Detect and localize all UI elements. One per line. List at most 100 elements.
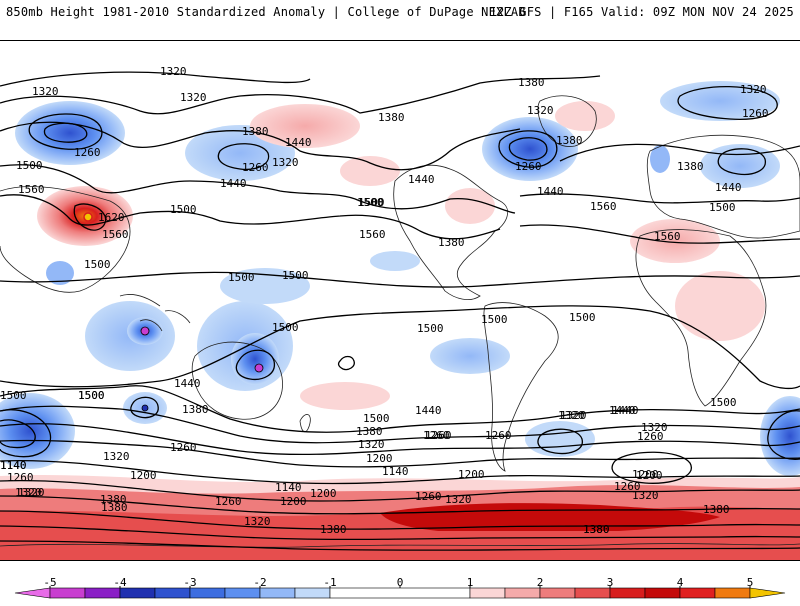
- contour-low-siberia: [717, 148, 766, 176]
- contour-label: 1260: [215, 495, 242, 508]
- contour-label: 1260: [170, 441, 197, 454]
- contour-label: 1380: [356, 425, 383, 438]
- colorbar-tick-label: -2: [253, 576, 267, 589]
- high-center-marker: [83, 212, 93, 222]
- contour-label: 1380: [182, 403, 209, 416]
- contour-label: 1260: [242, 161, 269, 174]
- map-panel: 1320 1320 1320 1380 1260 1500 1560 1500 …: [0, 40, 800, 561]
- colorbar-tick-label: 2: [536, 576, 544, 589]
- contour-label: 1320: [160, 65, 187, 78]
- low-center-markers: [83, 212, 264, 412]
- contour-1440-south: [0, 385, 800, 433]
- contour-label: 1500: [0, 389, 27, 402]
- colorbar-segment: [714, 587, 751, 599]
- colorbar-segment: [84, 587, 121, 599]
- africa-coast: [635, 229, 767, 407]
- contour-label: 1440: [537, 185, 564, 198]
- contour-label: 1320: [272, 156, 299, 169]
- colorbar-ticks: [49, 586, 751, 588]
- contour-1260-circumpolar: [0, 510, 800, 530]
- contour-1500-tropical-north: [0, 271, 800, 288]
- contour-label: 1320: [358, 438, 385, 451]
- contour-label: 1320: [15, 486, 42, 499]
- contour-1260-south: [0, 439, 800, 468]
- contour-label: 1440: [285, 136, 312, 149]
- contour-label: 1320: [445, 493, 472, 506]
- contour-label: 1440: [408, 173, 435, 186]
- negative-anomaly-nw-pacific: [15, 101, 125, 165]
- colorbar-tick-label: 0: [396, 576, 404, 589]
- colorbar-tick-label: 5: [746, 576, 754, 589]
- contour-1200-circumpolar: [0, 495, 800, 515]
- contour-1380-north: [0, 75, 601, 115]
- contour-label: 1380: [677, 160, 704, 173]
- contour-label: 1260: [637, 430, 664, 443]
- colorbar-segment: [49, 587, 86, 599]
- contour-label: 1440: [174, 377, 201, 390]
- low-center-marker: [141, 404, 149, 412]
- contour-label: 1380: [320, 523, 347, 536]
- contour-1440-east: [559, 143, 800, 162]
- contour-label: 1200: [632, 468, 659, 481]
- colorbar-segments: [14, 587, 786, 599]
- contour-low-nw-2: [43, 122, 88, 143]
- colorbar-segment: [609, 587, 646, 599]
- contour-1440-north: [0, 121, 521, 171]
- contour-low-arctic: [677, 85, 778, 120]
- low-center-marker: [254, 363, 264, 373]
- contour-label: 1500: [282, 269, 309, 282]
- contour-low-south-indian-west: [0, 409, 52, 458]
- contour-label: 1560: [590, 200, 617, 213]
- colorbar-segment: [14, 587, 51, 599]
- contour-label: 1500: [84, 258, 111, 271]
- contour-label: 1500: [228, 271, 255, 284]
- negative-anomaly-south-atlantic: [525, 421, 595, 457]
- contour-label: 1320: [641, 421, 668, 434]
- colorbar-segment: [259, 587, 296, 599]
- contour-label: 1260: [415, 490, 442, 503]
- colorbar-tick-label: -1: [323, 576, 337, 589]
- contour-low-tasman: [235, 349, 275, 381]
- contour-label: 1200: [280, 495, 307, 508]
- contour-label: 1200: [310, 487, 337, 500]
- contour-label: 1500: [569, 311, 596, 324]
- positive-anomaly-alaska: [340, 156, 400, 186]
- contour-1560-north: [0, 194, 501, 240]
- contour-low-south-indian-east: [767, 410, 800, 460]
- contour-label: 1260: [423, 429, 450, 442]
- contour-1380-south: [0, 405, 800, 444]
- contour-label: 1440: [220, 177, 247, 190]
- contour-label: 1260: [742, 107, 769, 120]
- contour-label: 1620: [98, 211, 125, 224]
- contour-1500-tropical-south: [0, 305, 800, 390]
- negative-anomaly-west-india: [46, 261, 74, 285]
- colorbar-segment: [749, 587, 786, 599]
- contour-label: 1440: [609, 404, 636, 417]
- header-run-info: 12Z GFS | F165 Valid: 09Z MON NOV 24 202…: [489, 5, 794, 19]
- contour-label: 1320: [18, 486, 45, 499]
- contour-low-south-atlantic: [537, 428, 583, 455]
- colorbar: [14, 586, 786, 599]
- colorbar-segment: [224, 587, 261, 599]
- low-center-marker: [140, 326, 150, 336]
- colorbar-tick-label: 4: [676, 576, 684, 589]
- contour-1620-anticyclone: [73, 203, 107, 231]
- contour-low-hudson-2: [508, 137, 548, 161]
- contour-1500-north: [0, 164, 516, 214]
- australia-coast: [191, 341, 283, 420]
- negative-anomaly-hudson: [482, 117, 578, 181]
- negative-anomaly-sw-atlantic: [430, 338, 510, 374]
- negative-anomaly-scandinavia: [650, 145, 670, 173]
- maritime-continent-coast: [119, 294, 191, 332]
- colorbar-segment: [504, 587, 541, 599]
- contour-label: 1380: [703, 503, 730, 516]
- colorbar-tick-label: -5: [43, 576, 57, 589]
- contour-label: 1260: [7, 471, 34, 484]
- contour-label: 1320: [740, 83, 767, 96]
- contour-label: 1500: [358, 196, 385, 209]
- contour-label: 1320: [560, 409, 587, 422]
- contour-label: 1320: [527, 104, 554, 117]
- colorbar-segment: [679, 587, 716, 599]
- north-america-coast: [393, 164, 509, 301]
- contour-label: 1560: [654, 230, 681, 243]
